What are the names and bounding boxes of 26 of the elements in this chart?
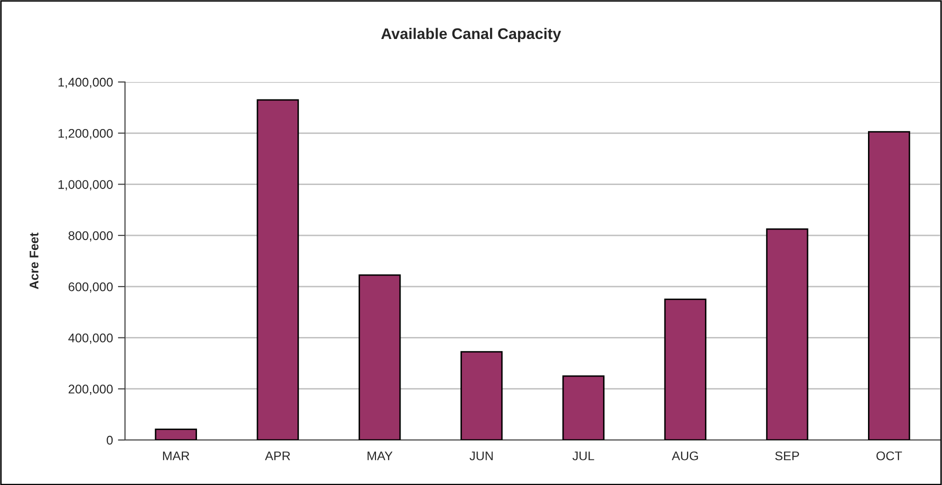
x-tick-label: SEP xyxy=(775,451,800,460)
y-tick-label: 600,000 xyxy=(68,282,113,293)
x-tick-label: MAR xyxy=(163,452,190,460)
bar xyxy=(256,99,299,440)
bar xyxy=(460,351,503,440)
x-tick-label: AUG xyxy=(672,451,698,460)
x-tick-label: JUN xyxy=(470,452,493,460)
y-axis-title: Acre Feet xyxy=(30,232,38,290)
bar xyxy=(766,228,808,440)
y-tick-label: 1,200,000 xyxy=(58,128,113,140)
x-tick-label: MAY xyxy=(368,452,392,460)
chart-title: Available Canal Capacity xyxy=(381,28,562,42)
y-tick-label: 0 xyxy=(106,436,113,445)
x-tick-label: OCT xyxy=(876,451,902,460)
y-tick-label: 400,000 xyxy=(68,334,113,344)
x-tick-label: JUL xyxy=(572,452,594,460)
y-tick-label: 200,000 xyxy=(68,384,113,395)
y-tick-label: 1,000,000 xyxy=(58,180,113,190)
y-tick-label: 800,000 xyxy=(68,231,113,242)
x-tick-label: APR xyxy=(264,452,290,460)
bar xyxy=(664,298,706,440)
bar xyxy=(154,428,198,440)
bar xyxy=(358,274,401,440)
bar xyxy=(868,131,910,440)
y-tick-label: 1,400,000 xyxy=(58,78,113,88)
bar xyxy=(562,375,605,440)
